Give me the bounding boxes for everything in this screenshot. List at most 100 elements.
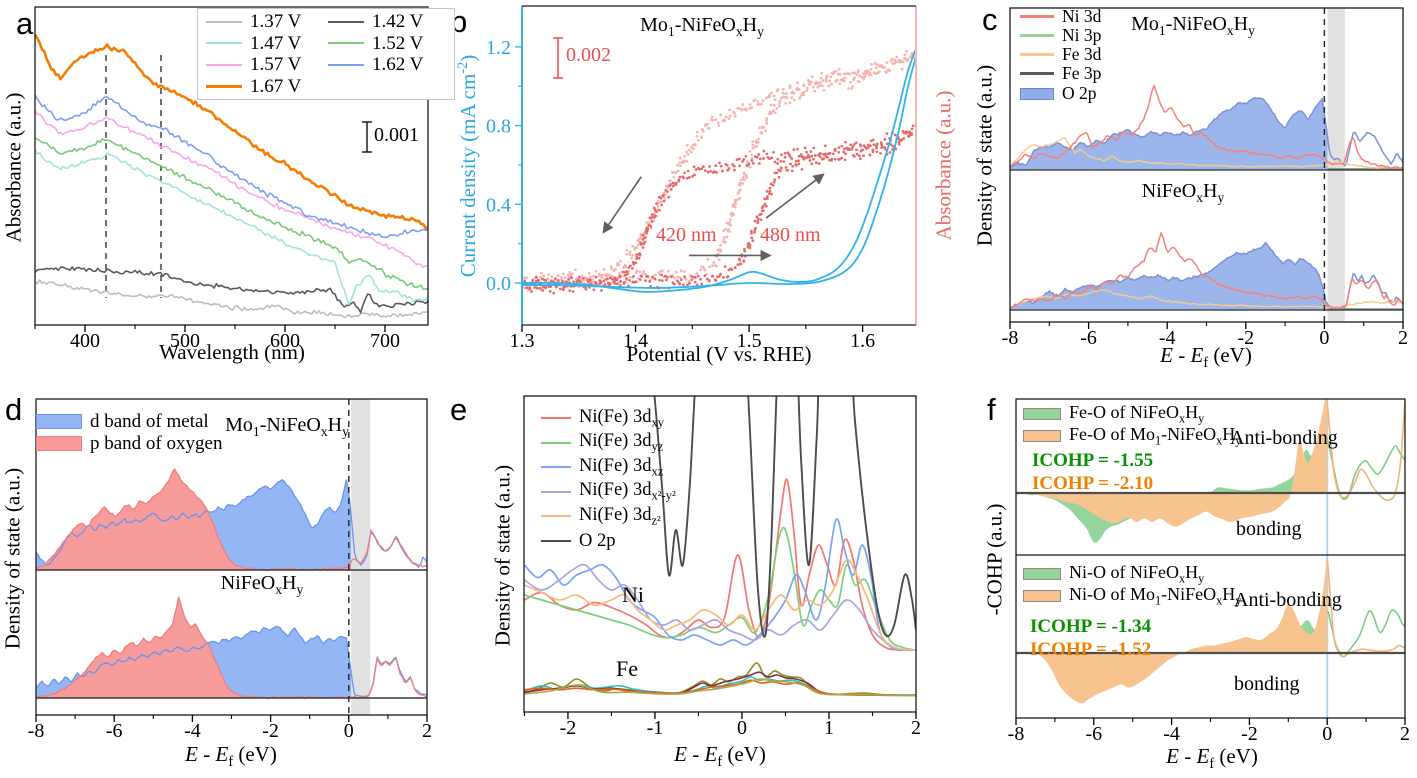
svg-text:-1: -1 <box>647 717 664 739</box>
panel-letter-f: f <box>987 392 996 427</box>
legend-item: 1.37 V <box>206 11 328 33</box>
line-swatch <box>541 539 571 542</box>
line-swatch <box>541 466 571 469</box>
legend-item: Ni 3d <box>1020 7 1101 26</box>
area-swatch <box>36 413 82 429</box>
area-swatch <box>36 435 82 451</box>
b-x-axis-label: Potential (V vs. RHE) <box>626 342 812 366</box>
legend-item: 1.47 V <box>206 33 328 55</box>
svg-text:0.0: 0.0 <box>486 273 511 295</box>
svg-text:-8: -8 <box>1008 723 1025 745</box>
f-legend-bottom: Ni-O of NiFeOxHy Ni-O of Mo1-NiFeOxHy <box>1023 563 1241 607</box>
panel-letter-d: d <box>5 392 23 427</box>
legend-item: O 2p <box>1020 83 1101 104</box>
legend-item: O 2p <box>541 529 676 554</box>
svg-text:-4: -4 <box>1159 327 1176 349</box>
f-icohp-value-feo-mo1: ICOHP = -2.10 <box>1032 473 1154 494</box>
d-y-axis-label: Density of state (a.u.) <box>0 467 25 650</box>
svg-text:-4: -4 <box>184 720 201 742</box>
a-legend: 1.37 V 1.42 V 1.47 V 1.52 V 1.57 V 1.62 … <box>197 8 455 100</box>
c-y-axis-label: Density of state (a.u.) <box>972 64 997 247</box>
d-subpanel-title-top: Mo1-NiFeOxHy <box>225 414 349 439</box>
d-legend: d band of metal p band of oxygen <box>36 410 222 454</box>
svg-text:1.4: 1.4 <box>623 330 648 352</box>
f-icohp-value-feo-nifeo: ICOHP = -1.55 <box>1032 450 1154 471</box>
f-icohp-value-nio-mo1: ICOHP = -1.52 <box>1030 639 1152 660</box>
b-annotation-420nm: 420 nm <box>656 224 717 246</box>
c-legend: Ni 3d Ni 3p Fe 3d Fe 3p O 2p <box>1020 7 1101 104</box>
legend-item: Fe-O of NiFeOxHy <box>1023 403 1241 425</box>
svg-text:700: 700 <box>370 330 400 352</box>
line-swatch <box>328 63 364 66</box>
legend-item: p band of oxygen <box>36 432 222 454</box>
line-swatch <box>1020 15 1054 18</box>
svg-text:-2: -2 <box>262 720 279 742</box>
legend-item: Ni 3p <box>1020 26 1101 45</box>
line-swatch <box>328 20 364 23</box>
line-swatch <box>1020 53 1054 56</box>
line-swatch <box>1020 72 1054 75</box>
svg-text:2: 2 <box>1400 723 1410 745</box>
line-swatch <box>206 42 242 45</box>
legend-item: Ni(Fe) 3dxz <box>541 455 676 480</box>
line-swatch <box>541 515 571 518</box>
area-swatch <box>1023 430 1061 442</box>
a-scalebar-label: 0.001 <box>374 124 419 146</box>
svg-text:1.6: 1.6 <box>850 330 875 352</box>
svg-text:-6: -6 <box>106 720 123 742</box>
svg-text:0: 0 <box>344 720 354 742</box>
legend-item: Ni-O of Mo1-NiFeOxHy <box>1023 585 1241 607</box>
panel-letter-c: c <box>982 2 998 37</box>
c-subpanel-title-top: Mo1-NiFeOxHy <box>1131 13 1255 38</box>
svg-text:0: 0 <box>737 717 747 739</box>
svg-text:0.8: 0.8 <box>486 116 511 138</box>
line-swatch <box>206 20 242 23</box>
legend-item: Ni(Fe) 3dz² <box>541 504 676 529</box>
e-x-axis-label: E - Ef (eV) <box>674 742 766 771</box>
area-swatch <box>1023 408 1061 420</box>
line-swatch <box>541 417 571 420</box>
a-y-axis-label: Absorbance (a.u.) <box>1 92 26 243</box>
svg-text:400: 400 <box>70 330 100 352</box>
legend-item: d band of metal <box>36 410 222 432</box>
f-y-axis-label: -COHP (a.u.) <box>982 503 1007 616</box>
svg-text:-2: -2 <box>1237 327 1254 349</box>
f-antibonding-label-top: Anti-bonding <box>1230 427 1338 449</box>
f-bonding-label-top: bonding <box>1236 518 1302 540</box>
area-swatch <box>1023 568 1061 580</box>
svg-text:600: 600 <box>270 330 300 352</box>
line-swatch <box>206 84 242 88</box>
f-bonding-label-bottom: bonding <box>1234 673 1300 695</box>
d-x-axis-label: E - Ef (eV) <box>185 742 277 771</box>
b-y-axis-label-right: Absorbance (a.u.) <box>931 90 956 241</box>
b-title: Mo1-NiFeOxHy <box>640 14 764 39</box>
legend-item: Ni(Fe) 3dx²-y² <box>541 480 676 505</box>
legend-item: Ni(Fe) 3dyz <box>541 431 676 456</box>
svg-text:1.5: 1.5 <box>737 330 762 352</box>
svg-text:1.3: 1.3 <box>510 330 535 352</box>
svg-text:1: 1 <box>824 717 834 739</box>
line-swatch <box>328 42 364 45</box>
f-x-axis-label: E - Ef (eV) <box>1166 744 1258 773</box>
c-subpanel-title-bottom: NiFeOxHy <box>1141 180 1225 205</box>
line-swatch <box>206 63 242 66</box>
svg-text:1.2: 1.2 <box>486 37 511 59</box>
panel-letter-a: a <box>16 6 34 41</box>
svg-text:500: 500 <box>170 330 200 352</box>
svg-text:-2: -2 <box>560 717 577 739</box>
svg-text:2: 2 <box>911 717 921 739</box>
e-group-label-ni: Ni <box>622 582 644 607</box>
e-group-label-fe: Fe <box>616 656 638 681</box>
legend-item: 1.42 V <box>328 11 446 33</box>
legend-item: 1.57 V <box>206 54 328 76</box>
line-swatch <box>1020 34 1054 37</box>
svg-text:-6: -6 <box>1080 327 1097 349</box>
f-legend-top: Fe-O of NiFeOxHy Fe-O of Mo1-NiFeOxHy <box>1023 403 1241 447</box>
legend-item: Ni(Fe) 3dxy <box>541 406 676 431</box>
legend-item: Fe 3p <box>1020 64 1101 83</box>
d-subpanel-title-bottom: NiFeOxHy <box>220 572 304 597</box>
line-swatch <box>541 490 571 493</box>
svg-text:-8: -8 <box>28 720 45 742</box>
